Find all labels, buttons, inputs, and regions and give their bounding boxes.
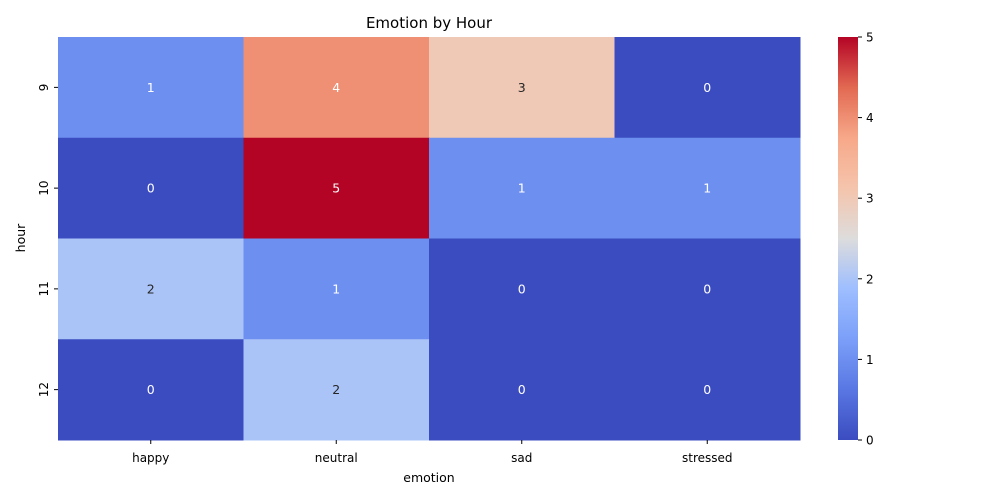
heatmap-cell-11-happy	[58, 238, 244, 340]
colorbar-tick-label-1: 1	[866, 353, 874, 367]
heatmap-cell-10-sad	[429, 137, 615, 239]
cell-value-label: 5	[332, 181, 340, 196]
colorbar-tick-label-2: 2	[866, 272, 874, 286]
colorbar: 0 1 2 3 4 5	[838, 31, 874, 448]
y-tick-label-12: 12	[37, 382, 51, 397]
cell-value-label: 0	[703, 281, 711, 296]
cell-value-label: 1	[332, 281, 340, 296]
cell-value-label: 0	[703, 382, 711, 397]
heatmap-cells: 1 4 3 0 0 5 1 1 2 1 0 0 0 2 0 0	[58, 37, 801, 441]
heatmap-cell-11-sad	[429, 238, 615, 340]
heatmap-cell-11-neutral	[243, 238, 430, 340]
colorbar-tick-label-5: 5	[866, 31, 874, 45]
x-tick-label-sad: sad	[511, 451, 532, 465]
y-tick-label-10: 10	[37, 180, 51, 195]
chart-title: Emotion by Hour	[366, 14, 493, 32]
y-tick-label-11: 11	[37, 281, 51, 296]
heatmap-cell-10-neutral	[243, 137, 430, 239]
cell-value-label: 0	[703, 80, 711, 95]
heatmap-cell-9-sad	[429, 37, 615, 139]
x-axis-label: emotion	[403, 470, 454, 485]
cell-value-label: 0	[518, 382, 526, 397]
y-axis-ticks: 9 10 11 12	[37, 84, 58, 397]
cell-value-label: 1	[703, 181, 711, 196]
y-tick-label-9: 9	[37, 84, 51, 92]
colorbar-tick-label-0: 0	[866, 434, 874, 448]
cell-value-label: 0	[147, 382, 155, 397]
heatmap-cell-10-stressed	[614, 137, 801, 239]
cell-value-label: 2	[147, 281, 155, 296]
colorbar-tick-label-4: 4	[866, 111, 874, 125]
cell-value-label: 1	[147, 80, 155, 95]
cell-value-label: 1	[518, 181, 526, 196]
heatmap-cell-11-stressed	[614, 238, 801, 340]
cell-value-label: 3	[518, 80, 526, 95]
cell-value-label: 0	[147, 181, 155, 196]
heatmap-cell-9-happy	[58, 37, 244, 139]
x-tick-label-happy: happy	[132, 451, 169, 465]
heatmap-cell-12-happy	[58, 339, 244, 441]
heatmap-cell-12-sad	[429, 339, 615, 441]
x-tick-label-stressed: stressed	[682, 451, 733, 465]
cell-value-label: 2	[332, 382, 340, 397]
heatmap-cell-10-happy	[58, 137, 244, 239]
cell-value-label: 4	[332, 80, 340, 95]
y-axis-label: hour	[13, 223, 28, 252]
cell-value-label: 0	[518, 281, 526, 296]
heatmap-cell-9-neutral	[243, 37, 430, 139]
colorbar-ticks: 0 1 2 3 4 5	[858, 31, 874, 448]
colorbar-gradient	[838, 37, 858, 440]
heatmap-cell-9-stressed	[614, 37, 801, 139]
x-axis-ticks: happy neutral sad stressed	[132, 440, 733, 465]
heatmap-cell-12-stressed	[614, 339, 801, 441]
heatmap-cell-12-neutral	[243, 339, 430, 441]
x-tick-label-neutral: neutral	[315, 451, 358, 465]
colorbar-tick-label-3: 3	[866, 192, 874, 206]
